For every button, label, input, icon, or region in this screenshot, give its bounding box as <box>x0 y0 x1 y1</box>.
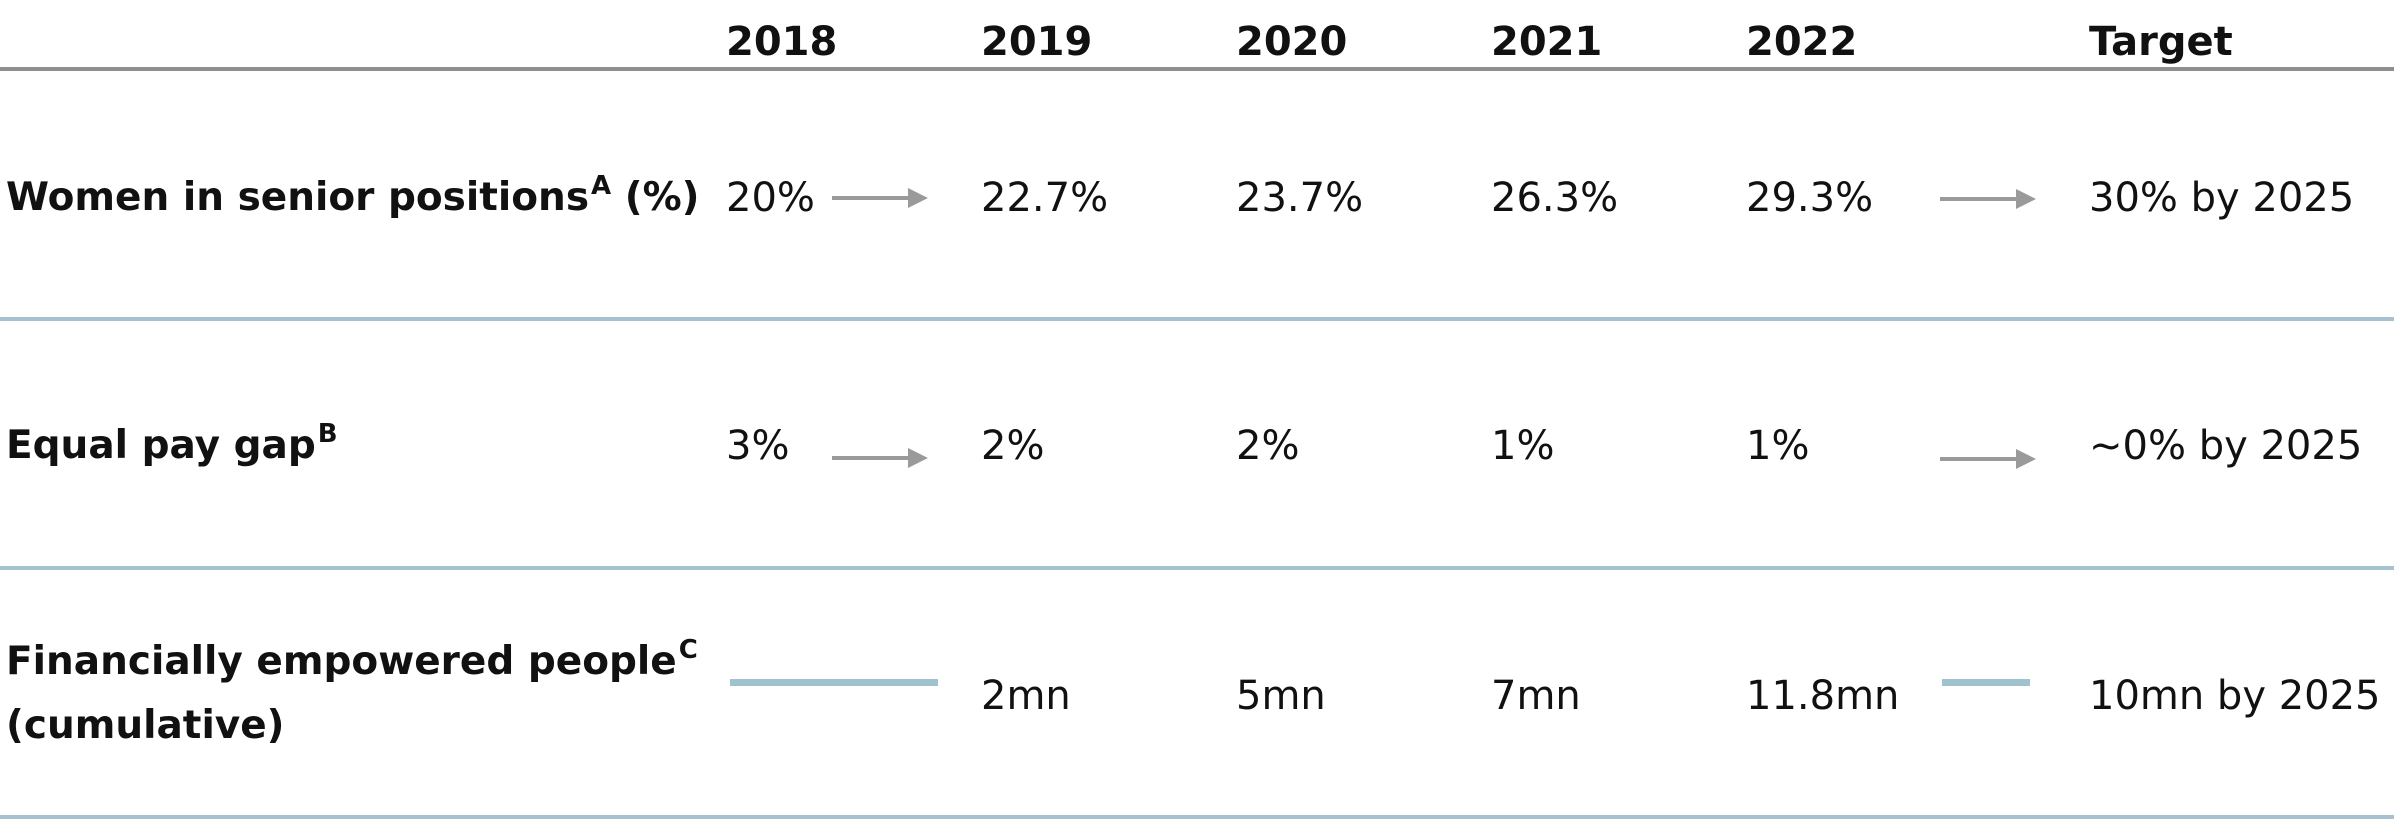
cell-pay-2020: 2% <box>1236 423 1300 469</box>
cell-empowered-2021: 7mn <box>1491 673 1581 719</box>
row-label-line2: (cumulative) <box>6 703 285 748</box>
column-header-2021: 2021 <box>1491 19 1603 65</box>
cell-empowered-target: 10mn by 2025 <box>2089 673 2381 719</box>
cell-pay-2021: 1% <box>1491 423 1555 469</box>
cell-women-2018: 20% <box>726 175 815 221</box>
footnote-marker: A <box>591 171 612 201</box>
cell-pay-2022: 1% <box>1746 423 1810 469</box>
arrow-right-icon <box>832 188 928 208</box>
column-header-2019: 2019 <box>981 19 1093 65</box>
row-label-equal-pay: Equal pay gapB <box>6 414 338 482</box>
cell-women-2019: 22.7% <box>981 175 1109 221</box>
cell-empowered-2019: 2mn <box>981 673 1071 719</box>
cell-empowered-2022: 11.8mn <box>1746 673 1900 719</box>
cell-women-2022: 29.3% <box>1746 175 1874 221</box>
column-header-2022: 2022 <box>1746 19 1858 65</box>
row-label-financially-empowered: Financially empowered peopleC <box>6 630 698 698</box>
row-label-text: Women in senior positions <box>6 175 590 220</box>
row-divider <box>0 566 2394 570</box>
no-data-dash <box>1942 679 2030 686</box>
header-rule <box>0 67 2394 71</box>
no-data-dash <box>730 679 938 686</box>
row-divider <box>0 317 2394 321</box>
cell-empowered-2020: 5mn <box>1236 673 1326 719</box>
cell-pay-target: ~0% by 2025 <box>2089 423 2363 469</box>
column-header-2018: 2018 <box>726 19 838 65</box>
row-label-unit: (%) <box>611 175 700 220</box>
cell-pay-2018: 3% <box>726 423 790 469</box>
cell-women-target: 30% by 2025 <box>2089 175 2355 221</box>
arrow-right-icon <box>1940 449 2036 469</box>
arrow-right-icon <box>1940 189 2036 209</box>
row-label-women-senior: Women in senior positionsA (%) <box>6 166 699 234</box>
footnote-marker: C <box>678 635 698 665</box>
cell-women-2021: 26.3% <box>1491 175 1619 221</box>
row-label-text: Equal pay gap <box>6 423 316 468</box>
row-divider <box>0 815 2394 819</box>
arrow-right-icon <box>832 448 928 468</box>
cell-women-2020: 23.7% <box>1236 175 1364 221</box>
cell-pay-2019: 2% <box>981 423 1045 469</box>
column-header-target: Target <box>2089 19 2233 65</box>
column-header-2020: 2020 <box>1236 19 1348 65</box>
footnote-marker: B <box>317 419 338 449</box>
row-label-text: Financially empowered people <box>6 639 677 684</box>
